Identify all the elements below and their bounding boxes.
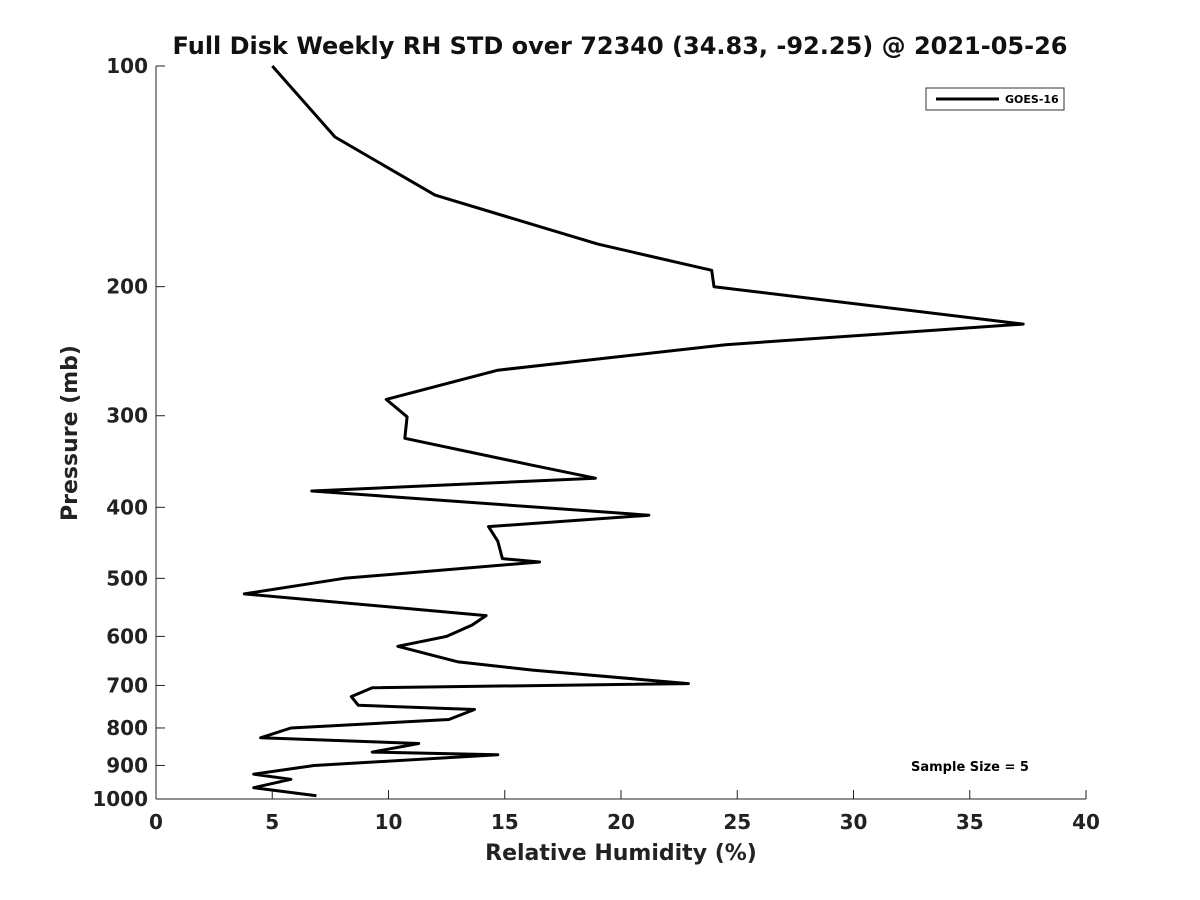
legend-label: GOES-16 [1005,93,1059,106]
y-axis-label: Pressure (mb) [58,345,83,521]
x-tick-label: 0 [149,810,163,834]
y-tick-label: 500 [106,566,148,590]
y-tick-label: 300 [106,404,148,428]
legend: GOES-16 [925,87,1065,111]
series-line-goes16 [242,65,1025,798]
y-tick-label: 200 [106,275,148,299]
x-tick-label: 40 [1072,810,1100,834]
y-tick-label: 700 [106,673,148,697]
y-tick-label: 800 [106,716,148,740]
sample-size-annotation: Sample Size = 5 [911,760,1029,775]
x-tick-label: 35 [956,810,984,834]
y-tick-label: 600 [106,624,148,648]
x-tick-label: 25 [723,810,751,834]
plot-area [155,66,1086,800]
x-tick-label: 5 [265,810,279,834]
y-tick-label: 900 [106,753,148,777]
y-tick-label: 400 [106,495,148,519]
y-tick-label: 100 [106,54,148,78]
x-tick-label: 20 [607,810,635,834]
x-tick-label: 30 [840,810,868,834]
chart-title: Full Disk Weekly RH STD over 72340 (34.8… [173,32,1068,60]
y-axis-ticks: 100 200 300 400 500 600 700 800 900 1000 [92,54,165,811]
x-tick-label: 15 [491,810,519,834]
x-tick-label: 10 [375,810,403,834]
x-axis-label: Relative Humidity (%) [485,841,757,866]
y-tick-label: 1000 [92,787,148,811]
x-axis-ticks: 0 5 10 15 20 25 30 35 40 [149,790,1100,834]
